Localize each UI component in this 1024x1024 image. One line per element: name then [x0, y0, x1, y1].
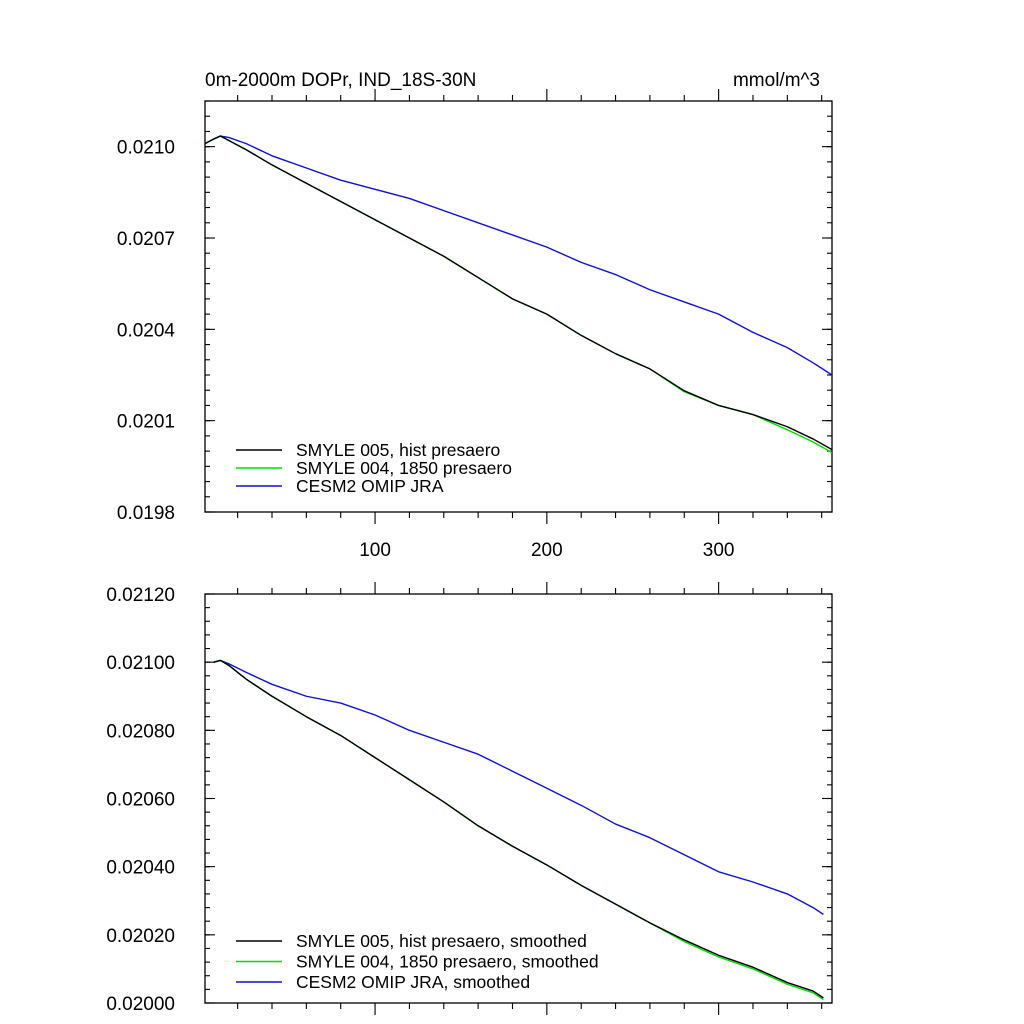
x-tick-label: 100 [359, 540, 391, 561]
y-tick-label: 0.02100 [106, 653, 175, 674]
series-line [204, 135, 833, 451]
legend-label: SMYLE 005, hist presaero [296, 440, 500, 460]
legend-label: CESM2 OMIP JRA, smoothed [296, 972, 530, 992]
series-line [213, 659, 824, 999]
x-tick-label: 200 [531, 540, 563, 561]
series-line [213, 659, 824, 915]
top-series-lines [204, 135, 833, 454]
bottom-panel: 0.02000 0.02020 0.02040 0.02060 0.02080 0.021… [106, 582, 833, 1015]
units-label: mmol/m^3 [733, 70, 820, 91]
y-tick-label: 0.0198 [117, 503, 175, 524]
legend-label: SMYLE 005, hist presaero, smoothed [296, 931, 587, 951]
legend-label: CESM2 OMIP JRA [296, 476, 444, 496]
chart-title: 0m-2000m DOPr, IND_18S-30N [205, 70, 476, 91]
y-tick-label: 0.02120 [106, 585, 175, 606]
y-tick-label: 0.02000 [106, 994, 175, 1015]
top-tick-labels: 0.0198 0.0201 0.0204 0.0207 0.0210 100 200 300 [117, 138, 735, 561]
bottom-legend: SMYLE 005, hist presaero, smoothedSMYLE … [236, 931, 599, 992]
top-plot-frame [204, 100, 833, 513]
top-axis-ticks [205, 89, 832, 524]
y-tick-label: 0.0210 [117, 138, 175, 159]
y-tick-label: 0.0201 [117, 412, 175, 433]
y-tick-label: 0.02060 [106, 790, 175, 811]
y-tick-label: 0.02020 [106, 926, 175, 947]
y-tick-label: 0.02040 [106, 858, 175, 879]
y-tick-label: 0.02080 [106, 721, 175, 742]
bottom-axis-ticks [205, 582, 832, 1015]
bottom-tick-labels: 0.02000 0.02020 0.02040 0.02060 0.02080 0.021… [106, 585, 175, 1015]
series-line [204, 135, 833, 454]
legend-label: SMYLE 004, 1850 presaero, smoothed [296, 952, 599, 972]
bottom-series-lines [213, 659, 824, 1001]
top-panel: 0m-2000m DOPr, IND_18S-30N mmol/m^3 0.01… [117, 70, 833, 561]
y-tick-label: 0.0204 [117, 320, 176, 341]
x-tick-label: 300 [703, 540, 735, 561]
series-line [204, 135, 833, 376]
y-tick-label: 0.0207 [117, 229, 175, 250]
legend-label: SMYLE 004, 1850 presaero [296, 458, 512, 478]
